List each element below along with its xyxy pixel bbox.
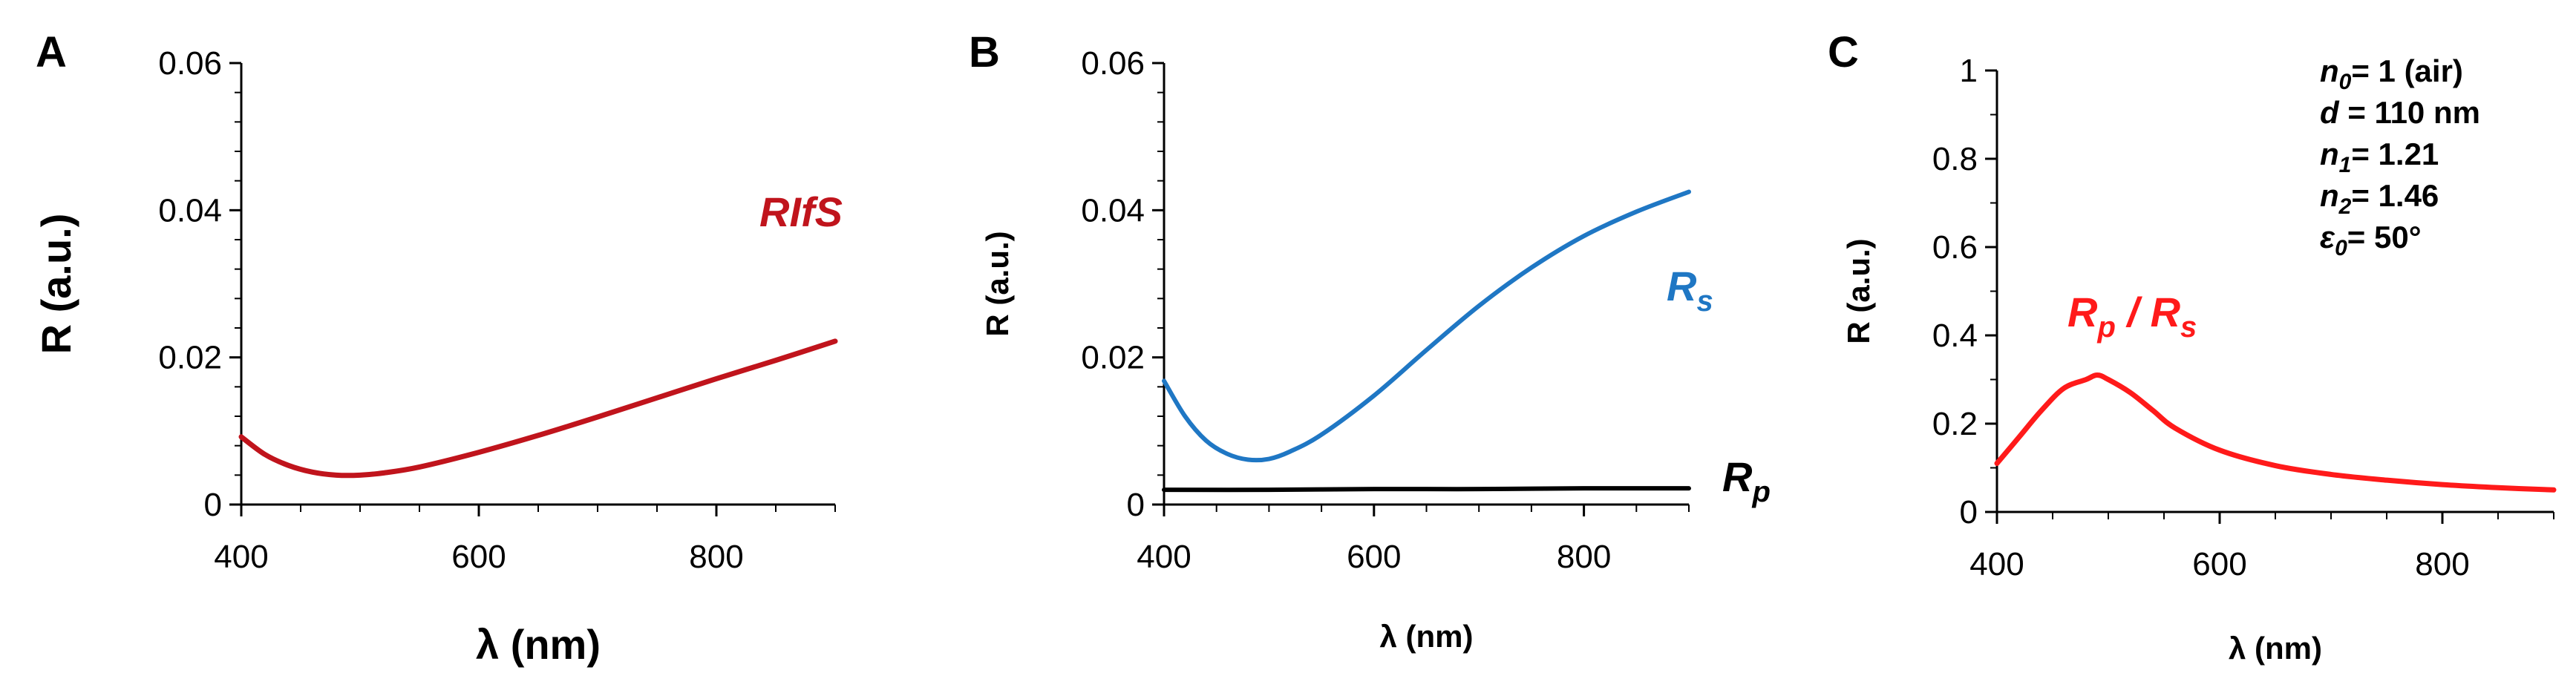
y-tick-label: 0.02 (1081, 340, 1145, 376)
y-axis-title: R (a.u.) (33, 214, 79, 355)
y-tick-label: 0.02 (158, 340, 222, 376)
parameter-0: n0= 1 (air) (2320, 53, 2463, 94)
x-tick-label: 800 (2415, 546, 2469, 582)
x-tick-label: 400 (214, 539, 268, 575)
series-line-b-1 (1162, 486, 1691, 493)
x-axis-title: λ (nm) (2229, 631, 2322, 666)
x-tick-label: 600 (2192, 546, 2246, 582)
series-line-b-0 (1162, 189, 1691, 463)
parameter-3: n2= 1.46 (2320, 178, 2439, 219)
y-tick-label: 0.8 (1932, 141, 1978, 177)
y-tick-label: 0.2 (1932, 406, 1978, 442)
x-tick-label: 800 (1557, 539, 1611, 575)
panel-b: B 0 0.02 0.04 0.06 400 600 800 λ (nm) R (a.u.) Rs R… (969, 28, 1771, 654)
y-tick-label: 0.4 (1932, 318, 1978, 354)
parameter-2: n1= 1.21 (2320, 137, 2439, 177)
y-tick-label: 0 (204, 487, 222, 523)
panel-letter-b: B (969, 28, 1000, 76)
y-tick-label: 0 (1960, 494, 1978, 531)
x-tick-label: 400 (1137, 539, 1191, 575)
series-label-b-0: Rs (1667, 263, 1713, 318)
panel-a: A 0 0.02 0.04 0.06 400 600 800 λ (nm) R (a.u.) RIf… (33, 28, 843, 668)
series-label-b-1: Rp (1722, 453, 1771, 508)
series-label-a-0: RIfS (759, 188, 843, 235)
panel-letter-c: C (1828, 28, 1859, 76)
y-tick-label: 0.06 (1081, 45, 1145, 82)
y-axis-title: R (a.u.) (980, 231, 1015, 336)
x-tick-label: 800 (689, 539, 743, 575)
x-tick-label: 600 (451, 539, 506, 575)
x-tick-label: 600 (1347, 539, 1401, 575)
series-label-c-0: Rp / Rs (2067, 289, 2197, 344)
series-line-a-0 (238, 338, 838, 479)
x-axis-title: λ (nm) (476, 621, 601, 668)
parameter-1: d = 110 nm (2320, 95, 2480, 130)
series-line-c-0 (1994, 372, 2557, 493)
y-tick-label: 0.04 (1081, 192, 1145, 229)
x-tick-label: 400 (1969, 546, 2024, 582)
y-tick-label: 0 (1127, 487, 1145, 523)
panel-letter-a: A (36, 28, 67, 76)
y-tick-label: 0.06 (158, 45, 222, 82)
y-tick-label: 0.04 (158, 192, 222, 229)
parameter-4: ε0= 50° (2320, 220, 2422, 260)
y-tick-label: 0.6 (1932, 229, 1978, 266)
panel-c: C 0 0.2 0.4 0.6 0.8 1 400 600 800 λ (nm) R (a.u.) Rp… (1828, 28, 2557, 666)
x-axis-title: λ (nm) (1380, 619, 1474, 654)
y-axis-title: R (a.u.) (1841, 238, 1876, 344)
y-tick-label: 1 (1960, 53, 1978, 89)
